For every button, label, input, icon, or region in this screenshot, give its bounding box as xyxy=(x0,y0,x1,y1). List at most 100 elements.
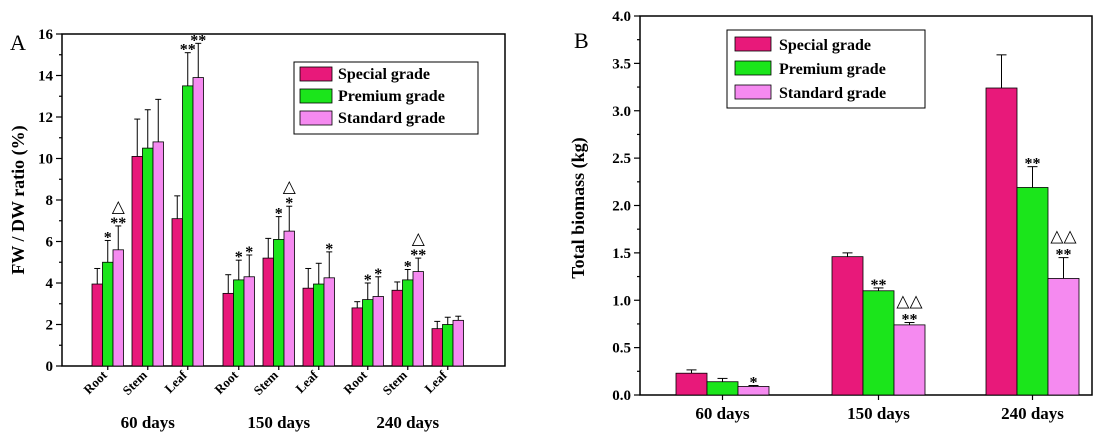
panel-b-legend-swatch xyxy=(734,84,772,100)
panel-a-bar xyxy=(273,239,285,367)
panel-a-bar xyxy=(283,230,295,367)
panel-b-bar xyxy=(1016,187,1049,396)
panel-b-y-tick-label: 3.0 xyxy=(612,104,631,120)
panel-b-category-label: 150 days xyxy=(847,404,910,423)
panel-a-category-label: Stem xyxy=(379,367,410,398)
panel-b-legend-label: Standard grade xyxy=(779,85,886,102)
panel-a-bar xyxy=(452,319,464,367)
panel-a-y-tick-label: 12 xyxy=(38,110,53,126)
panel-a-y-axis-title: FW / DW ratio (%) xyxy=(8,125,29,274)
panel-a-category-label: Root xyxy=(80,367,110,397)
panel-a-triangle-marker: △ xyxy=(412,229,426,248)
panel-a-significance-marker: * xyxy=(325,241,333,258)
panel-a-legend-swatch xyxy=(299,88,333,104)
panel-b-bar xyxy=(675,372,708,396)
panel-a-bar xyxy=(233,279,245,367)
panel-a-bar xyxy=(182,85,194,367)
panel-a-category-label: Root xyxy=(340,367,370,397)
panel-a-significance-marker: ** xyxy=(180,42,196,59)
panel-b-y-tick-label: 2.5 xyxy=(612,151,631,167)
panel-a-legend-label: Standard grade xyxy=(338,110,445,127)
panel-a-triangle-marker: △ xyxy=(112,197,126,216)
panel-a-y-tick-label: 8 xyxy=(46,193,54,209)
panel-b-category-label: 240 days xyxy=(1001,404,1064,423)
panel-a-y-tick-label: 2 xyxy=(46,318,54,334)
panel-b-y-axis-title: Total biomass (kg) xyxy=(568,137,589,278)
panel-a-category-label: Root xyxy=(211,367,241,397)
panel-b-labels: 60 days 150 days 240 days*****△△****△△ xyxy=(695,156,1077,423)
panel-b-legend: Special grade Premium grade Standard grade xyxy=(726,29,926,109)
panel-a-bar xyxy=(222,292,234,367)
panel-b-significance-marker: * xyxy=(750,375,758,392)
panel-b-y-tick-label: 1.5 xyxy=(612,246,631,262)
panel-a-category-label: Leaf xyxy=(292,367,321,396)
panel-b-bar xyxy=(893,324,926,396)
panel-b-significance-marker: ** xyxy=(1025,156,1041,173)
panel-a-bar xyxy=(192,77,204,367)
panel-a-bar xyxy=(391,289,403,367)
panel-a-significance-marker: ** xyxy=(110,215,126,232)
panel-a-bar xyxy=(351,307,363,367)
panel-b-legend-label: Special grade xyxy=(779,37,871,54)
panel-a-group-label: 240 days xyxy=(376,413,439,432)
panel-b-legend-swatch xyxy=(734,36,772,52)
panel-b-bar xyxy=(985,87,1018,396)
panel-a-legend-swatch xyxy=(299,110,333,126)
panel-b-bar xyxy=(1047,278,1080,396)
panel-b-significance-marker: ** xyxy=(902,312,918,329)
panel-b-triangle-marker: △△ xyxy=(896,292,923,311)
panel-b-bar xyxy=(706,381,739,396)
panel-b-bar xyxy=(862,290,895,396)
panel-a-bar xyxy=(142,147,154,367)
panel-a-bar xyxy=(102,261,114,367)
panel-a-significance-marker: * xyxy=(404,259,412,276)
panel-a-y-tick-label: 16 xyxy=(38,27,54,43)
panel-a-y-tick-label: 4 xyxy=(46,276,54,292)
panel-b-y-tick-label: 0.0 xyxy=(612,388,631,404)
panel-b-bars xyxy=(675,54,1080,396)
panel-a-y-tick-label: 6 xyxy=(46,235,54,251)
panel-a-significance-marker: ** xyxy=(190,32,206,49)
panel-b-axes: 0.0 0.5 1.0 1.5 2.0 2.5 3.0 3.5 4.0 xyxy=(612,9,1093,404)
panel-a-legend: Special grade Premium grade Standard grade xyxy=(293,61,479,135)
panel-a-category-label: Stem xyxy=(250,367,281,398)
panel-a: A FW / DW ratio (%) 0 2 4 6 8 10 12 14 16 Root St… xyxy=(8,27,506,432)
panel-a-bar xyxy=(171,218,183,367)
panel-b-significance-marker: ** xyxy=(871,277,887,294)
panel-a-group-label: 60 days xyxy=(121,413,176,432)
panel-a-category-label: Stem xyxy=(119,367,150,398)
panel-a-bar xyxy=(262,257,274,367)
panel-a-y-tick-label: 14 xyxy=(38,69,54,85)
panel-b: B Total biomass (kg) 0.0 0.5 1.0 1.5 2.0 2.5 3… xyxy=(568,9,1093,423)
panel-a-bar xyxy=(112,249,124,367)
panel-b-y-tick-label: 0.5 xyxy=(612,341,631,357)
panel-a-letter: A xyxy=(10,30,26,55)
panel-b-bar xyxy=(831,256,864,396)
panel-a-bar xyxy=(402,279,414,367)
panel-a-group-label: 150 days xyxy=(247,413,310,432)
panel-b-legend-swatch xyxy=(734,60,772,76)
panel-a-bar xyxy=(302,287,314,367)
panel-b-y-tick-label: 2.0 xyxy=(612,199,631,215)
panel-a-significance-marker: * xyxy=(275,206,283,223)
panel-a-bar xyxy=(313,283,325,367)
panel-a-bar xyxy=(243,276,255,367)
panel-a-significance-marker: * xyxy=(245,244,253,261)
panel-b-triangle-marker: △△ xyxy=(1050,227,1077,246)
panel-a-significance-marker: * xyxy=(285,195,293,212)
panel-a-significance-marker: * xyxy=(374,266,382,283)
panel-a-bar xyxy=(131,156,143,367)
panel-a-bar xyxy=(323,277,335,367)
panel-a-y-tick-label: 10 xyxy=(38,152,53,168)
panel-b-y-tick-label: 1.0 xyxy=(612,293,631,309)
panel-a-legend-swatch xyxy=(299,66,333,82)
panel-b-letter: B xyxy=(574,28,589,53)
panel-a-bars xyxy=(91,42,464,367)
panel-a-bar xyxy=(91,283,103,367)
panel-b-y-tick-label: 3.5 xyxy=(612,56,631,72)
panel-a-significance-marker: ** xyxy=(410,247,426,264)
panel-a-y-tick-label: 0 xyxy=(46,359,54,375)
panel-b-y-tick-label: 4.0 xyxy=(612,9,631,25)
panel-a-bar xyxy=(412,271,424,367)
